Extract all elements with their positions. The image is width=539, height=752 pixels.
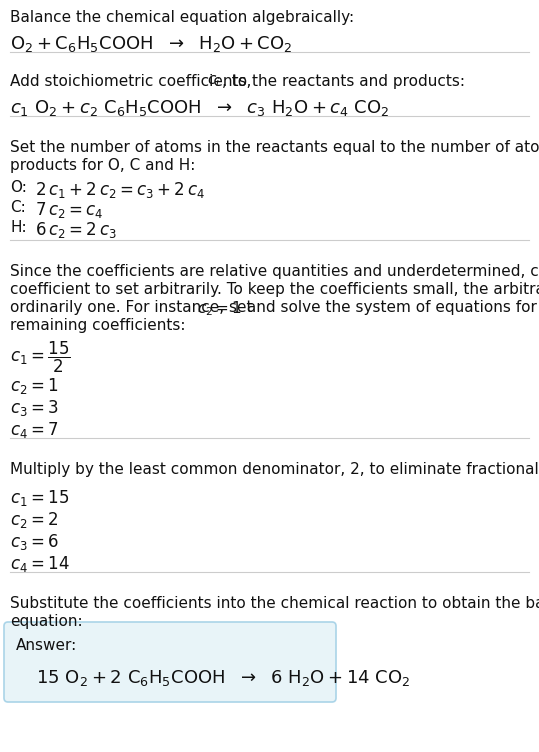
Text: $c_1 = \dfrac{15}{2}$: $c_1 = \dfrac{15}{2}$ — [10, 340, 71, 375]
Text: $\mathrm{O_2 + C_6H_5COOH\ \ \rightarrow\ \ H_2O + CO_2}$: $\mathrm{O_2 + C_6H_5COOH\ \ \rightarrow… — [10, 34, 293, 54]
Text: Since the coefficients are relative quantities and underdetermined, choose a: Since the coefficients are relative quan… — [10, 264, 539, 279]
Text: $c_1\ \mathrm{O_2} + c_2\ \mathrm{C_6H_5COOH}\ \ \rightarrow\ \ c_3\ \mathrm{H_2: $c_1\ \mathrm{O_2} + c_2\ \mathrm{C_6H_5… — [10, 98, 390, 118]
Text: and solve the system of equations for the: and solve the system of equations for th… — [242, 300, 539, 315]
Text: Balance the chemical equation algebraically:: Balance the chemical equation algebraica… — [10, 10, 354, 25]
Text: $c_2 = 1$: $c_2 = 1$ — [197, 299, 241, 317]
Text: $c_3 = 3$: $c_3 = 3$ — [10, 398, 59, 418]
Text: $c_4 = 14$: $c_4 = 14$ — [10, 554, 70, 574]
Text: H:: H: — [10, 220, 26, 235]
Text: Multiply by the least common denominator, 2, to eliminate fractional coefficient: Multiply by the least common denominator… — [10, 462, 539, 477]
FancyBboxPatch shape — [4, 622, 336, 702]
Text: ordinarily one. For instance, set: ordinarily one. For instance, set — [10, 300, 258, 315]
Text: Answer:: Answer: — [16, 638, 77, 653]
Text: $c_3 = 6$: $c_3 = 6$ — [10, 532, 59, 552]
Text: coefficient to set arbitrarily. To keep the coefficients small, the arbitrary va: coefficient to set arbitrarily. To keep … — [10, 282, 539, 297]
Text: $c_2 = 1$: $c_2 = 1$ — [10, 376, 59, 396]
Text: Substitute the coefficients into the chemical reaction to obtain the balanced: Substitute the coefficients into the che… — [10, 596, 539, 611]
Text: Add stoichiometric coefficients,: Add stoichiometric coefficients, — [10, 74, 256, 89]
Text: remaining coefficients:: remaining coefficients: — [10, 318, 185, 333]
Text: $c_4 = 7$: $c_4 = 7$ — [10, 420, 59, 440]
Text: $6\,c_2 = 2\,c_3$: $6\,c_2 = 2\,c_3$ — [35, 220, 116, 240]
Text: $c_2 = 2$: $c_2 = 2$ — [10, 510, 58, 530]
Text: products for O, C and H:: products for O, C and H: — [10, 158, 195, 173]
Text: equation:: equation: — [10, 614, 82, 629]
Text: C:: C: — [10, 200, 26, 215]
Text: , to the reactants and products:: , to the reactants and products: — [222, 74, 465, 89]
Text: $c_i$: $c_i$ — [207, 73, 220, 89]
Text: $7\,c_2 = c_4$: $7\,c_2 = c_4$ — [35, 200, 103, 220]
Text: $c_1 = 15$: $c_1 = 15$ — [10, 488, 69, 508]
Text: Set the number of atoms in the reactants equal to the number of atoms in the: Set the number of atoms in the reactants… — [10, 140, 539, 155]
Text: $\mathrm{15\ O_2 + 2\ C_6H_5COOH\ \ \rightarrow\ \ 6\ H_2O + 14\ CO_2}$: $\mathrm{15\ O_2 + 2\ C_6H_5COOH\ \ \rig… — [36, 668, 411, 688]
Text: O:: O: — [10, 180, 27, 195]
Text: $2\,c_1 + 2\,c_2 = c_3 + 2\,c_4$: $2\,c_1 + 2\,c_2 = c_3 + 2\,c_4$ — [35, 180, 205, 200]
